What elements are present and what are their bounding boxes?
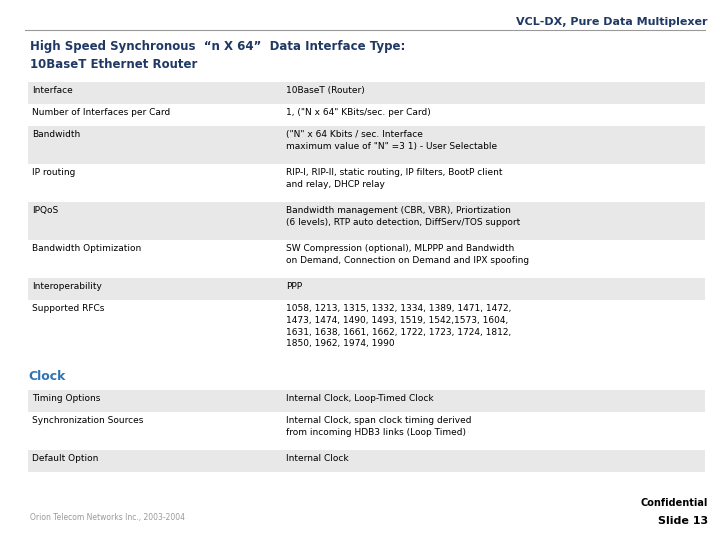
Text: 10BaseT (Router): 10BaseT (Router) bbox=[286, 86, 364, 95]
Text: Internal Clock, span clock timing derived
from incoming HDB3 links (Loop Timed): Internal Clock, span clock timing derive… bbox=[286, 416, 472, 437]
Text: Timing Options: Timing Options bbox=[32, 394, 100, 403]
Bar bbox=[28, 82, 705, 104]
Text: ("N" x 64 Kbits / sec. Interface
maximum value of "N" =3 1) - User Selectable: ("N" x 64 Kbits / sec. Interface maximum… bbox=[286, 130, 497, 151]
Text: Orion Telecom Networks Inc., 2003-2004: Orion Telecom Networks Inc., 2003-2004 bbox=[30, 513, 185, 522]
Text: Default Option: Default Option bbox=[32, 454, 99, 463]
Text: Supported RFCs: Supported RFCs bbox=[32, 304, 104, 313]
Text: PPP: PPP bbox=[286, 282, 302, 291]
Text: Internal Clock: Internal Clock bbox=[286, 454, 348, 463]
Bar bbox=[28, 278, 705, 300]
Bar bbox=[28, 202, 705, 240]
Text: Internal Clock, Loop-Timed Clock: Internal Clock, Loop-Timed Clock bbox=[286, 394, 433, 403]
Text: 1, ("N x 64" KBits/sec. per Card): 1, ("N x 64" KBits/sec. per Card) bbox=[286, 108, 431, 117]
Bar bbox=[28, 450, 705, 472]
Text: Bandwidth Optimization: Bandwidth Optimization bbox=[32, 244, 141, 253]
Text: IP routing: IP routing bbox=[32, 168, 76, 177]
Text: RIP-I, RIP-II, static routing, IP filters, BootP client
and relay, DHCP relay: RIP-I, RIP-II, static routing, IP filter… bbox=[286, 168, 503, 189]
Text: IPQoS: IPQoS bbox=[32, 206, 58, 215]
Text: 1058, 1213, 1315, 1332, 1334, 1389, 1471, 1472,
1473, 1474, 1490, 1493, 1519, 15: 1058, 1213, 1315, 1332, 1334, 1389, 1471… bbox=[286, 304, 511, 348]
Text: Bandwidth management (CBR, VBR), Priortization
(6 levels), RTP auto detection, D: Bandwidth management (CBR, VBR), Priorti… bbox=[286, 206, 520, 227]
Text: 10BaseT Ethernet Router: 10BaseT Ethernet Router bbox=[30, 58, 197, 71]
Text: Synchronization Sources: Synchronization Sources bbox=[32, 416, 143, 425]
Bar bbox=[28, 390, 705, 412]
Bar bbox=[28, 126, 705, 164]
Text: SW Compression (optional), MLPPP and Bandwidth
on Demand, Connection on Demand a: SW Compression (optional), MLPPP and Ban… bbox=[286, 244, 529, 265]
Text: Interoperability: Interoperability bbox=[32, 282, 102, 291]
Text: Clock: Clock bbox=[28, 370, 66, 383]
Text: VCL-DX, Pure Data Multiplexer: VCL-DX, Pure Data Multiplexer bbox=[516, 17, 708, 27]
Text: Bandwidth: Bandwidth bbox=[32, 130, 80, 139]
Text: Slide 13: Slide 13 bbox=[658, 516, 708, 526]
Text: Confidential: Confidential bbox=[641, 498, 708, 508]
Text: High Speed Synchronous  “n X 64”  Data Interface Type:: High Speed Synchronous “n X 64” Data Int… bbox=[30, 40, 405, 53]
Text: Interface: Interface bbox=[32, 86, 73, 95]
Text: Number of Interfaces per Card: Number of Interfaces per Card bbox=[32, 108, 170, 117]
